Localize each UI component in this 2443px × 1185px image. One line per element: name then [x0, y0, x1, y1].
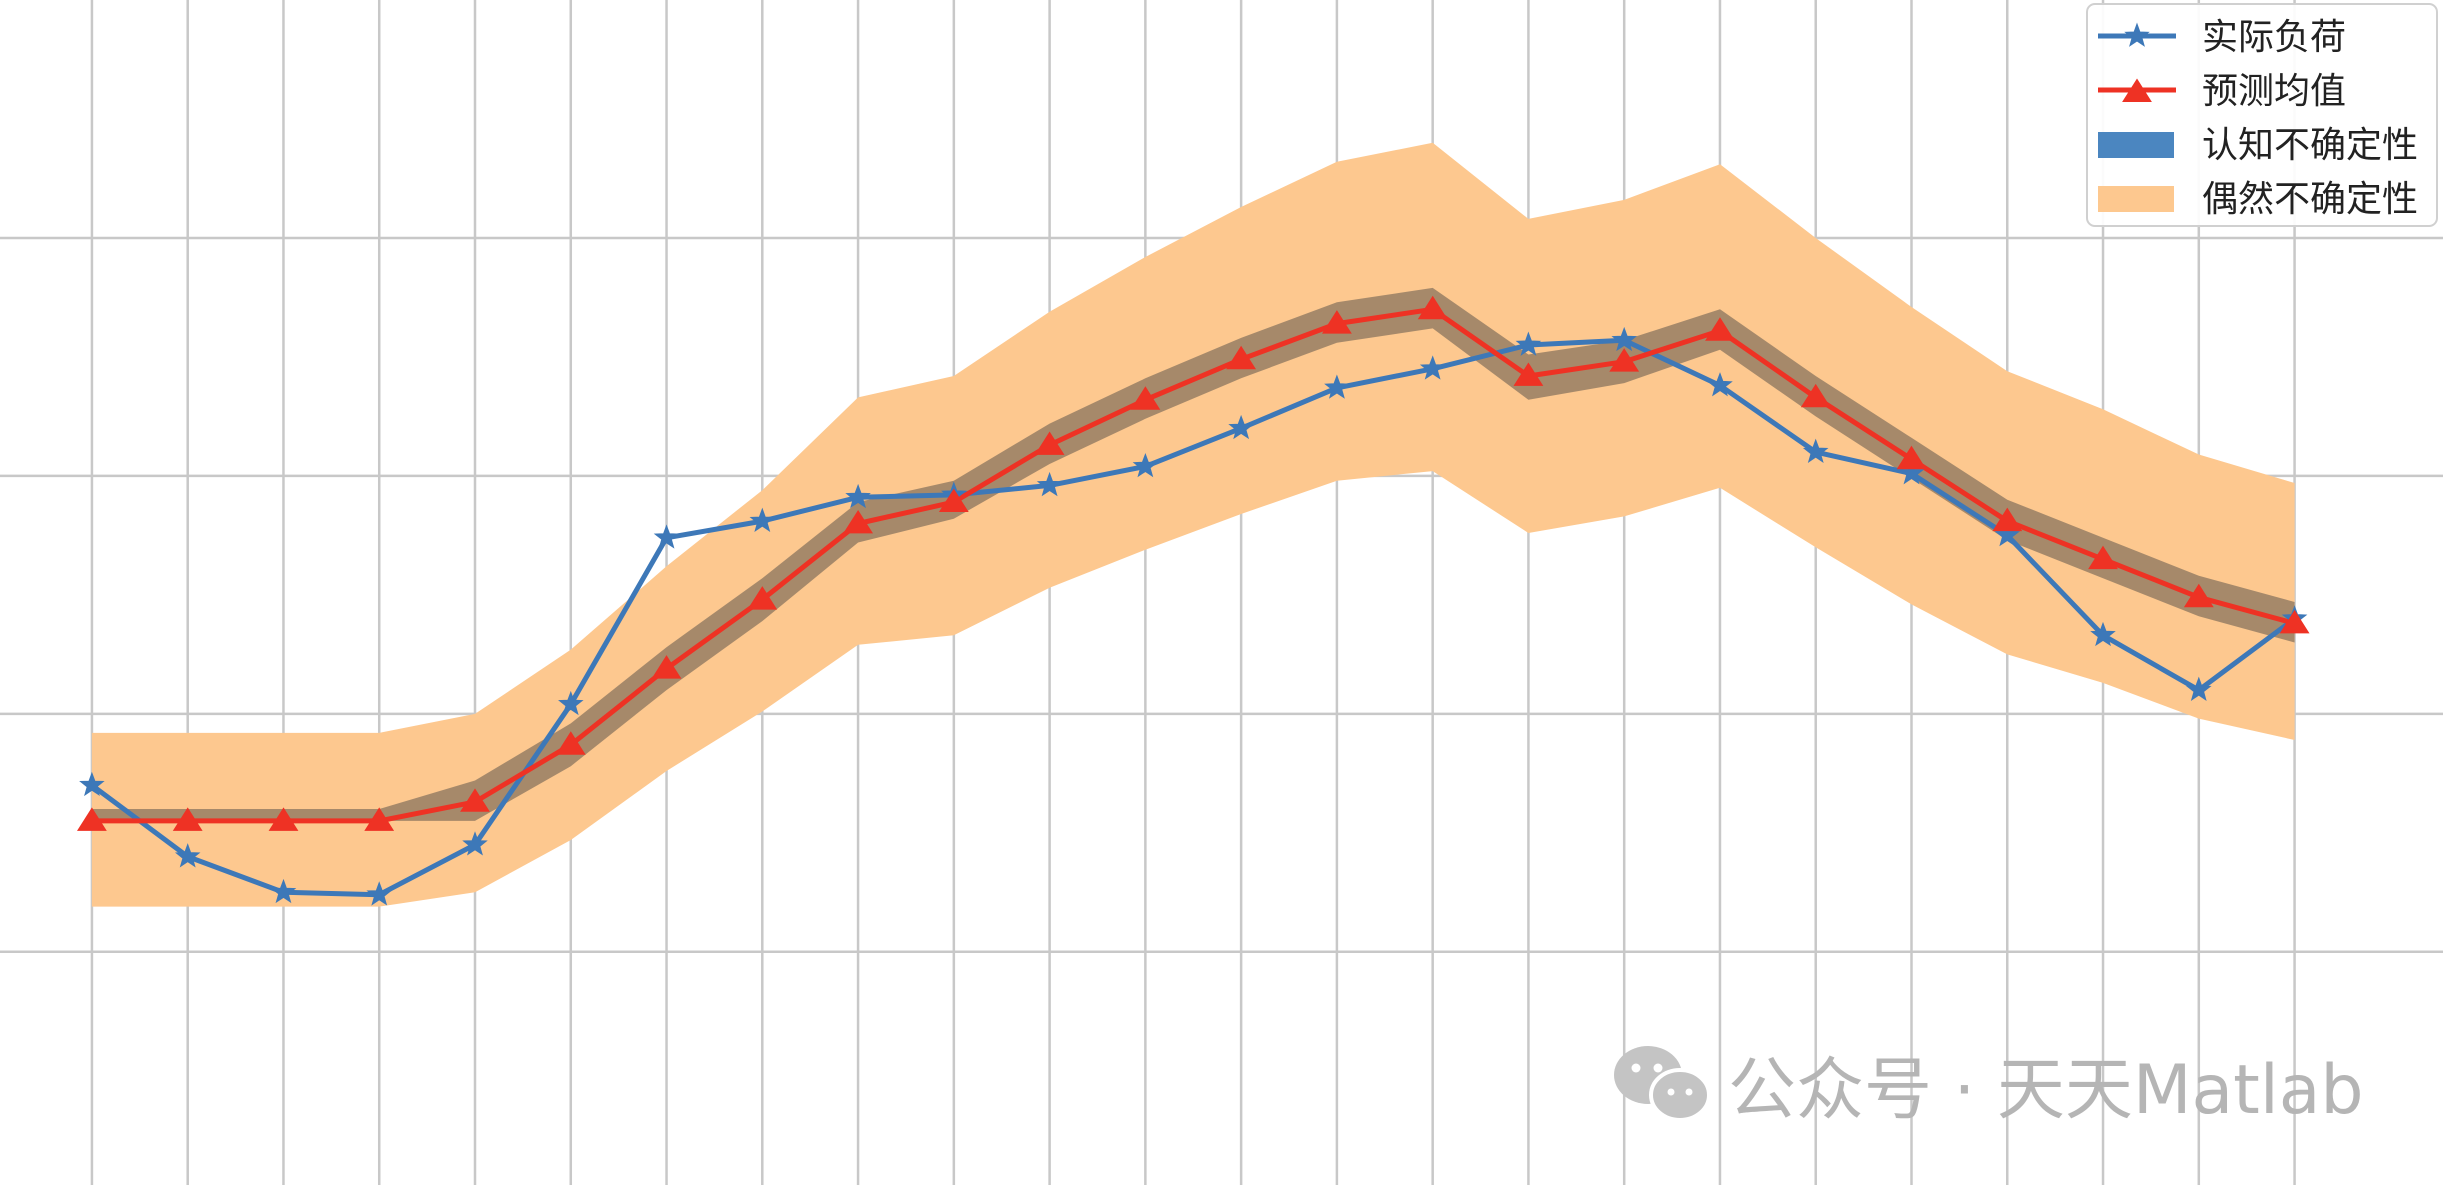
marker-predicted-mean-13: [1226, 345, 1257, 370]
legend-swatch-aleatoric: [2098, 186, 2174, 212]
marker-actual-load-14: [1324, 374, 1350, 399]
marker-predicted-mean-3: [268, 807, 299, 831]
marker-actual-load-22: [2090, 621, 2116, 647]
line-actual-load: [90, 337, 2297, 898]
band-aleatoric: [91, 142, 2295, 907]
marker-actual-load-19: [1802, 438, 1829, 463]
legend-box: [2086, 3, 2438, 227]
marker-predicted-mean-19: [1800, 383, 1831, 408]
marker-predicted-mean-10: [938, 488, 969, 512]
watermark: 公众号 · 天天Matlab: [1614, 1046, 2364, 1130]
marker-actual-load-20: [1898, 460, 1925, 485]
series-lines: [90, 306, 2297, 898]
marker-predicted-mean-1: [76, 807, 107, 831]
marker-predicted-mean-12: [1130, 386, 1161, 410]
marker-predicted-mean-22: [2088, 545, 2118, 570]
marker-actual-load-16: [1515, 331, 1542, 356]
marker-actual-load-11: [1036, 471, 1063, 497]
marker-predicted-mean-24: [2279, 609, 2310, 634]
marker-actual-load-4: [366, 881, 392, 906]
line-predicted-mean: [91, 306, 2296, 824]
marker-actual-load-7: [653, 524, 680, 549]
marker-predicted-mean-20: [1896, 445, 1927, 470]
legend-label-2: 预测均值: [2202, 71, 2346, 112]
marker-predicted-mean-17: [1609, 348, 1640, 372]
marker-predicted-mean-8: [747, 586, 778, 610]
legend-label-4: 偶然不确定性: [2202, 179, 2418, 220]
uncertainty-bands: [91, 142, 2295, 907]
marker-predicted-mean-5: [460, 788, 490, 812]
marker-actual-load-12: [1132, 452, 1159, 478]
marker-predicted-mean-4: [364, 807, 395, 831]
marker-actual-load-17: [1611, 326, 1637, 352]
marker-predicted-mean-23: [2183, 583, 2214, 608]
legend-marker-predicted-mean: [2122, 78, 2152, 102]
marker-predicted-mean-15: [1417, 295, 1448, 320]
marker-actual-load-8: [749, 507, 776, 532]
marker-predicted-mean-2: [172, 807, 203, 831]
marker-actual-load-13: [1228, 414, 1254, 440]
marker-actual-load-2: [174, 843, 201, 868]
legend-label-3: 认知不确定性: [2202, 125, 2418, 166]
marker-predicted-mean-21: [1992, 507, 2023, 532]
marker-actual-load-3: [270, 878, 297, 904]
wechat-icon: [1614, 1046, 1711, 1122]
marker-predicted-mean-9: [843, 509, 874, 534]
marker-actual-load-23: [2186, 676, 2212, 701]
marker-predicted-mean-16: [1513, 362, 1544, 386]
marker-predicted-mean-11: [1034, 431, 1065, 455]
marker-actual-load-6: [558, 690, 584, 716]
watermark-text: 公众号 · 天天Matlab: [1728, 1051, 2364, 1130]
marker-predicted-mean-7: [651, 655, 682, 679]
marker-actual-load-15: [1419, 355, 1446, 380]
legend-label-1: 实际负荷: [2202, 17, 2346, 58]
marker-actual-load-1: [79, 771, 105, 797]
legend-swatch-epistemic: [2098, 132, 2174, 158]
marker-predicted-mean-18: [1705, 317, 1735, 341]
marker-predicted-mean-14: [1321, 310, 1352, 334]
marker-actual-load-21: [1994, 521, 2021, 547]
series-markers: [76, 295, 2310, 906]
legend-marker-actual-load: [2124, 22, 2150, 47]
marker-actual-load-9: [845, 483, 871, 509]
marker-actual-load-5: [462, 831, 488, 856]
marker-actual-load-18: [1707, 372, 1733, 397]
marker-predicted-mean-6: [555, 731, 586, 755]
